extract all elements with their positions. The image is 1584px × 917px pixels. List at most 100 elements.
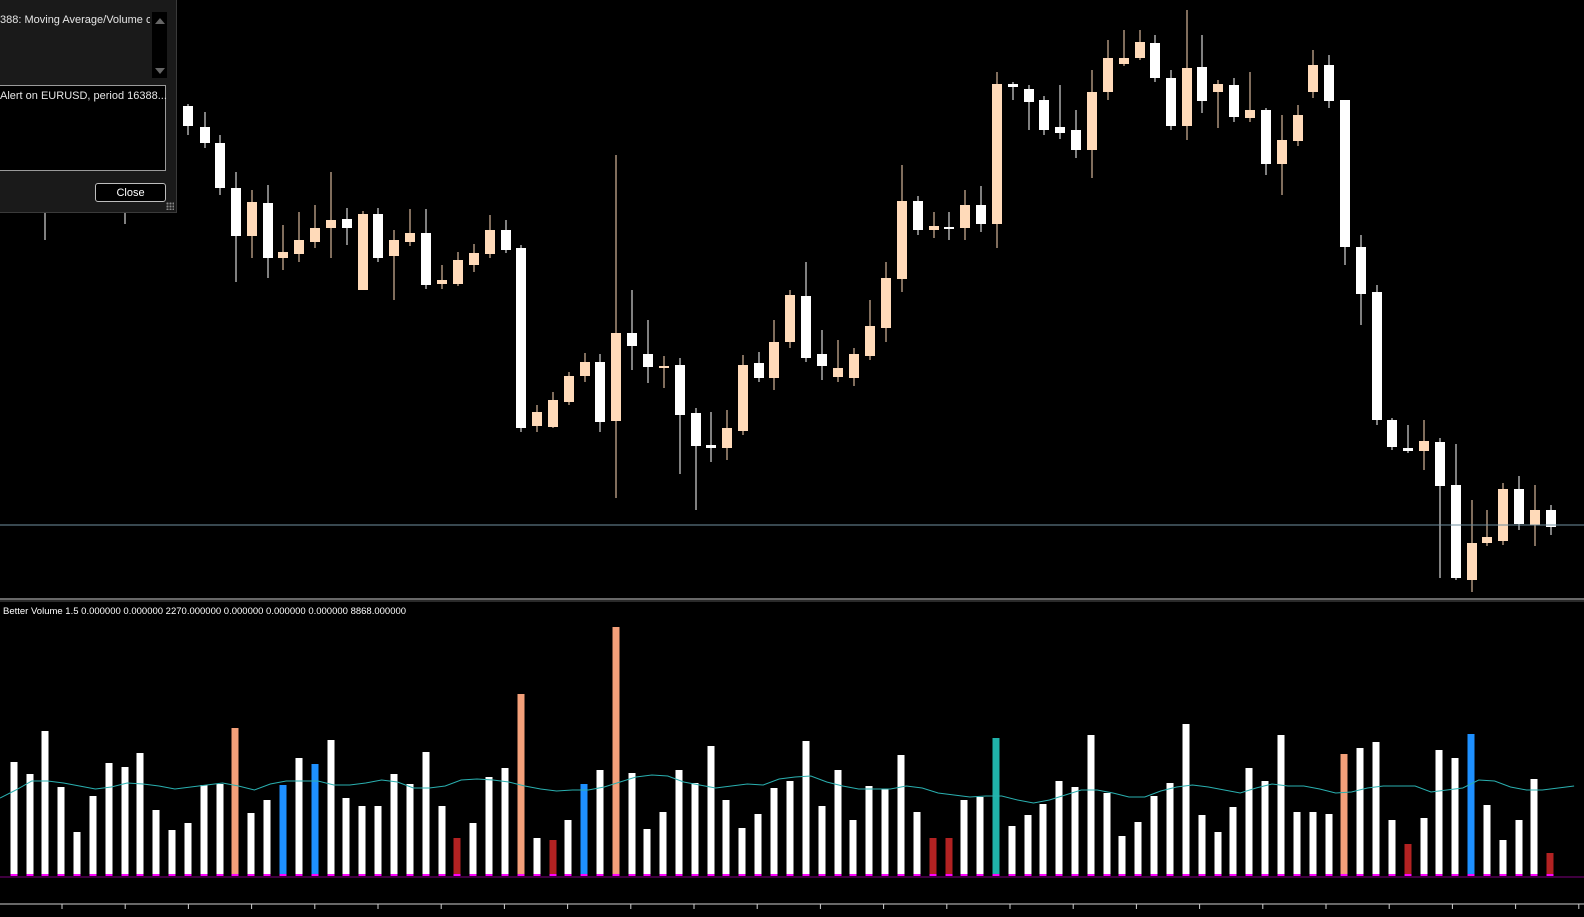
candle [1546,505,1556,535]
volume-bar [105,763,113,878]
volume-bar-body [612,627,620,876]
candle [1451,444,1461,580]
volume-bar [438,806,446,878]
volume-bar [390,774,398,878]
candle [247,190,257,258]
volume-bar [453,838,461,878]
alert-list-item[interactable]: 388: Moving Average/Volume cr [0,14,150,26]
candle-body [706,445,716,448]
candle [627,290,637,370]
volume-bar-body [311,764,319,876]
volume-bar-body [1261,781,1269,876]
candle-body [849,354,859,378]
volume-bar-body [802,741,810,876]
time-axis-ticks [61,904,1580,909]
candle-body [1103,58,1113,92]
volume-bar [802,741,810,878]
volume-bar [628,773,636,878]
volume-bar-body [849,820,857,876]
volume-bar [1103,793,1111,878]
candle-body [215,143,225,188]
volume-bar-body [216,784,224,876]
volume-bar [41,731,49,878]
volume-bar-body [1451,758,1459,876]
volume-bar-body [1546,853,1554,876]
candle [1482,510,1492,546]
volume-bar-body [738,828,746,876]
candle-body [913,201,923,230]
candle-body [738,365,748,431]
volume-bar-body [1087,735,1095,876]
candle [643,320,653,383]
candle-body [754,363,764,378]
candle-body [801,296,811,358]
alert-message-box[interactable]: Alert on EURUSD, period 16388... [0,85,167,171]
volume-bar [184,823,192,878]
volume-bar-body [834,770,842,876]
candle [849,348,859,386]
volume-bar [1309,812,1317,878]
volume-bar [818,806,826,878]
candle [373,208,383,262]
candle [1008,82,1018,100]
alert-message-text: Alert on EURUSD, period 16388... [0,90,167,102]
candle-body [1071,130,1081,150]
volume-bar-body [1134,822,1142,876]
candle-body [1024,89,1034,102]
volume-bar-body [929,838,937,876]
close-button[interactable]: Close [95,183,166,202]
volume-bar [580,784,588,878]
candle [548,392,558,428]
volume-bar [342,798,350,878]
candle-body [421,233,431,285]
candle [960,190,970,240]
volume-bar-body [1340,754,1348,876]
volume-bar-body [136,753,144,876]
volume-bar-body [1214,832,1222,876]
volume-bar [1118,836,1126,878]
candle [200,112,210,148]
candle-body [548,400,558,427]
volume-bar [1182,724,1190,878]
volume-bar [247,813,255,878]
volume-bar [1546,853,1554,878]
volume-bar-body [1499,840,1507,876]
candle [405,209,415,246]
volume-bar-body [263,800,271,876]
volume-bar [1340,754,1348,878]
volume-bar-body [73,832,81,876]
volume-bar-body [438,806,446,876]
candle-body [453,260,463,284]
scroll-down-icon[interactable] [155,68,165,74]
candle [1387,418,1397,450]
volume-bar [675,770,683,878]
candle [469,244,479,272]
volume-bar [1515,820,1523,878]
alert-list[interactable]: 388: Moving Average/Volume cr [0,4,167,78]
alert-list-scrollbar[interactable] [152,12,167,78]
volume-bar [533,838,541,878]
volume-bar [1404,844,1412,878]
candle [1135,30,1145,60]
volume-bar-body [897,755,905,876]
candle [865,300,875,360]
volume-bar-body [121,767,129,876]
resize-grip-icon[interactable] [166,202,174,210]
volume-bar [1087,735,1095,878]
volume-bar-body [1467,734,1475,876]
candle [897,165,907,292]
volume-bar [1499,840,1507,878]
candle-body [263,203,273,258]
volume-bar [1134,822,1142,878]
volume-bar [960,800,968,878]
candle [785,290,795,348]
scroll-up-icon[interactable] [155,18,165,24]
candle [1103,40,1113,100]
volume-bar [26,774,34,878]
candle-body [1293,115,1303,141]
volume-bar-body [1277,735,1285,876]
volume-bar-body [1325,814,1333,876]
candle [580,353,590,382]
candle-body [1514,489,1524,524]
